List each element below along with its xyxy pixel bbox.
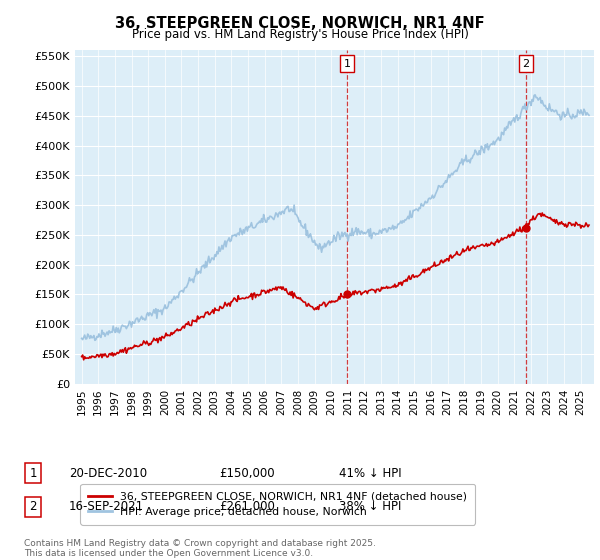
Text: 16-SEP-2021: 16-SEP-2021 (69, 500, 144, 514)
Text: £150,000: £150,000 (219, 466, 275, 480)
Text: Contains HM Land Registry data © Crown copyright and database right 2025.
This d: Contains HM Land Registry data © Crown c… (24, 539, 376, 558)
Text: 20-DEC-2010: 20-DEC-2010 (69, 466, 147, 480)
Text: 2: 2 (523, 59, 530, 69)
Text: 41% ↓ HPI: 41% ↓ HPI (339, 466, 401, 480)
Text: 2: 2 (29, 500, 37, 514)
Text: Price paid vs. HM Land Registry's House Price Index (HPI): Price paid vs. HM Land Registry's House … (131, 28, 469, 41)
Text: 1: 1 (29, 466, 37, 480)
Text: 1: 1 (344, 59, 351, 69)
Text: £261,000: £261,000 (219, 500, 275, 514)
Text: 38% ↓ HPI: 38% ↓ HPI (339, 500, 401, 514)
Text: 36, STEEPGREEN CLOSE, NORWICH, NR1 4NF: 36, STEEPGREEN CLOSE, NORWICH, NR1 4NF (115, 16, 485, 31)
Legend: 36, STEEPGREEN CLOSE, NORWICH, NR1 4NF (detached house), HPI: Average price, det: 36, STEEPGREEN CLOSE, NORWICH, NR1 4NF (… (80, 484, 475, 525)
